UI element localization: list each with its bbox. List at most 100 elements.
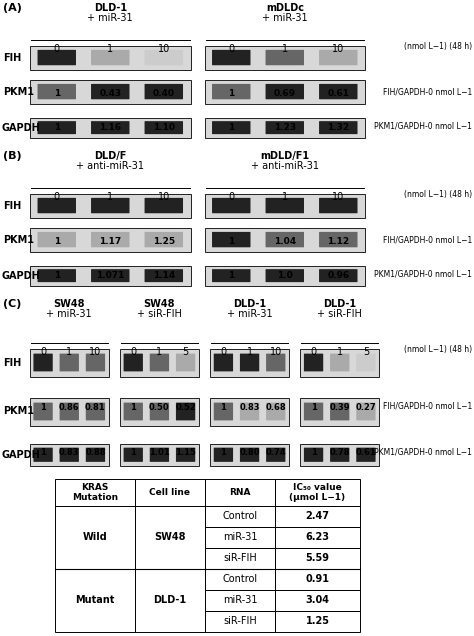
Text: 1: 1 (107, 193, 113, 202)
Text: 1.12: 1.12 (327, 237, 349, 245)
Text: 5.59: 5.59 (306, 553, 329, 563)
Bar (210, 444, 289, 466)
Text: + siR-FIH: + siR-FIH (317, 309, 362, 319)
Text: PKM1: PKM1 (3, 235, 34, 245)
FancyBboxPatch shape (150, 403, 169, 420)
FancyBboxPatch shape (330, 403, 349, 420)
Text: DLD/F: DLD/F (94, 151, 127, 161)
Bar (55, 569, 135, 632)
FancyBboxPatch shape (356, 448, 375, 462)
Text: 1: 1 (40, 448, 46, 457)
Text: DLD-1: DLD-1 (94, 3, 127, 13)
Text: 1.14: 1.14 (153, 271, 175, 280)
Bar (120, 398, 199, 425)
Bar (275, 479, 360, 506)
FancyBboxPatch shape (319, 50, 357, 66)
Text: SW48: SW48 (144, 299, 175, 309)
FancyBboxPatch shape (240, 403, 259, 420)
Text: PKM1/GAPDH-0 nmol L−1: PKM1/GAPDH-0 nmol L−1 (374, 447, 472, 456)
FancyBboxPatch shape (37, 84, 76, 99)
Text: DLD-1: DLD-1 (154, 595, 187, 605)
Text: 0: 0 (40, 347, 46, 357)
Text: PKM1/GAPDH-0 nmol L−1: PKM1/GAPDH-0 nmol L−1 (374, 122, 472, 131)
FancyBboxPatch shape (266, 448, 285, 462)
FancyBboxPatch shape (212, 121, 250, 134)
FancyBboxPatch shape (356, 403, 375, 420)
Text: 1: 1 (228, 271, 234, 280)
FancyBboxPatch shape (265, 198, 304, 213)
FancyBboxPatch shape (265, 121, 304, 134)
Text: + anti-miR-31: + anti-miR-31 (76, 161, 144, 171)
Text: 1: 1 (282, 193, 288, 202)
FancyBboxPatch shape (145, 50, 183, 66)
FancyBboxPatch shape (304, 354, 323, 371)
FancyBboxPatch shape (150, 448, 169, 462)
FancyBboxPatch shape (86, 448, 105, 462)
Bar (204, 193, 365, 218)
Bar (301, 444, 379, 466)
Text: 0.61: 0.61 (327, 89, 349, 98)
Bar (135, 506, 205, 569)
Text: + miR-31: + miR-31 (262, 13, 308, 23)
Text: 1: 1 (337, 347, 343, 357)
Text: 1.071: 1.071 (96, 271, 125, 280)
Bar (204, 80, 365, 104)
Text: 3.04: 3.04 (306, 595, 329, 605)
Text: KRAS
Mutation: KRAS Mutation (72, 483, 118, 502)
Text: 0.27: 0.27 (356, 403, 376, 411)
Text: 0.40: 0.40 (153, 89, 175, 98)
Text: 0.43: 0.43 (99, 89, 121, 98)
FancyBboxPatch shape (60, 448, 79, 462)
FancyBboxPatch shape (212, 269, 250, 282)
Text: 1.32: 1.32 (327, 123, 349, 132)
FancyBboxPatch shape (240, 354, 259, 371)
Text: (nmol L−1) (48 h): (nmol L−1) (48 h) (404, 345, 472, 354)
Text: FIH: FIH (3, 200, 21, 211)
Text: 1: 1 (66, 347, 73, 357)
Text: SW48: SW48 (54, 299, 85, 309)
Text: 1.25: 1.25 (153, 237, 175, 245)
Bar (30, 266, 191, 286)
Text: 10: 10 (158, 193, 170, 202)
Bar (275, 527, 360, 548)
FancyBboxPatch shape (37, 50, 76, 66)
FancyBboxPatch shape (150, 354, 169, 371)
Text: 0.39: 0.39 (329, 403, 350, 411)
Text: mDLD/F1: mDLD/F1 (260, 151, 310, 161)
Text: FIH/GAPDH-0 nmol L−1: FIH/GAPDH-0 nmol L−1 (383, 236, 472, 245)
Text: PKM1: PKM1 (3, 406, 34, 417)
Text: + miR-31: + miR-31 (88, 13, 133, 23)
Text: siR-FIH: siR-FIH (223, 616, 257, 626)
FancyBboxPatch shape (356, 354, 375, 371)
Bar (30, 80, 191, 104)
FancyBboxPatch shape (214, 354, 233, 371)
FancyBboxPatch shape (91, 232, 129, 247)
Text: 1: 1 (54, 123, 60, 132)
Text: 1: 1 (156, 347, 163, 357)
Text: 1: 1 (282, 45, 288, 55)
Text: 10: 10 (158, 45, 170, 55)
Text: (A): (A) (3, 3, 22, 13)
Text: 0.81: 0.81 (85, 403, 106, 411)
Text: 1: 1 (220, 448, 227, 457)
FancyBboxPatch shape (37, 269, 76, 282)
Text: 0.96: 0.96 (327, 271, 349, 280)
Text: 0.88: 0.88 (85, 448, 106, 457)
Bar (55, 506, 135, 569)
FancyBboxPatch shape (212, 198, 250, 213)
Text: 6.23: 6.23 (306, 532, 329, 543)
FancyBboxPatch shape (91, 50, 129, 66)
Text: 1: 1 (54, 271, 60, 280)
Text: 0.69: 0.69 (273, 89, 296, 98)
Text: (C): (C) (3, 299, 21, 309)
FancyBboxPatch shape (212, 232, 250, 247)
Text: 0: 0 (54, 45, 60, 55)
Text: 0.74: 0.74 (265, 448, 286, 457)
Text: 0.68: 0.68 (265, 403, 286, 411)
FancyBboxPatch shape (124, 354, 143, 371)
Text: PKM1: PKM1 (3, 86, 34, 97)
Text: 1.04: 1.04 (273, 237, 296, 245)
Bar (30, 118, 191, 137)
Text: 1: 1 (107, 45, 113, 55)
Bar (210, 398, 289, 425)
